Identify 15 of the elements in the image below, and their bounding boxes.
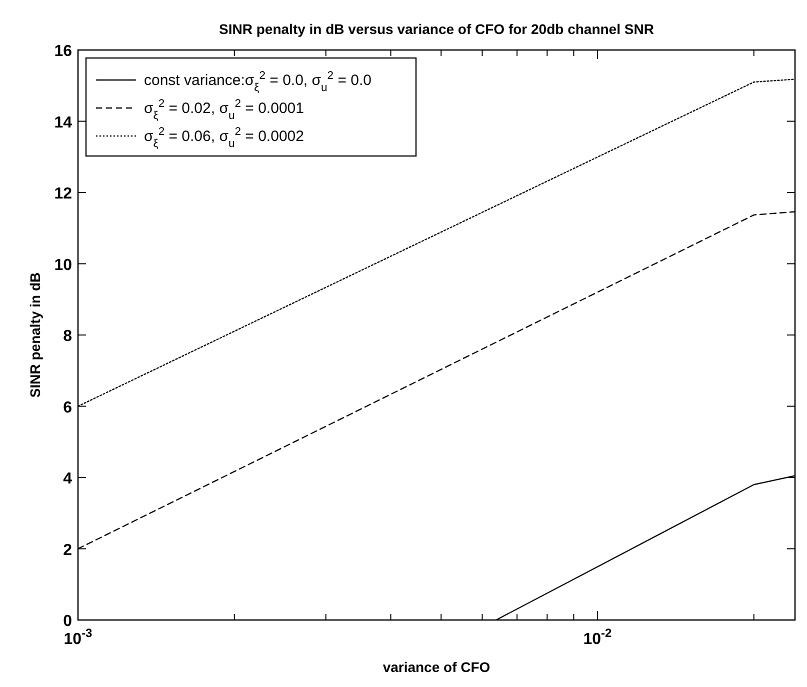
legend-label: σ$_{ξ}$$^{2}$ = 0.02, σ$_{u}$$^{2}$ = 0.0001 [144, 98, 304, 122]
y-tick-label: 6 [63, 399, 72, 416]
chart-title: SINR penalty in dB versus variance of CFO for 20db channel SNR [219, 21, 654, 37]
y-axis-title: SINR penalty in dB [27, 272, 43, 398]
y-tick-label: 16 [54, 43, 72, 60]
y-tick-label: 12 [54, 186, 72, 202]
legend-label: const variance:σ$_{ξ}$$^{2}$ = 0.0, σ$_{u}$$^{2}$ = 0.0 [144, 70, 372, 94]
y-tick-label: 10 [54, 256, 72, 274]
y-tick-label: 14 [54, 114, 72, 132]
x-axis-title: variance of CFO [382, 659, 490, 675]
y-tick-label: 4 [63, 470, 72, 488]
legend-label: σ$_{ξ}$$^{2}$ = 0.06, σ$_{u}$$^{2}$ = 0.0002 [144, 126, 304, 150]
y-tick-label: 2 [63, 542, 72, 559]
x-tick-label: 10$^{-2}$ [583, 626, 612, 648]
y-tick-label: 8 [63, 328, 72, 345]
